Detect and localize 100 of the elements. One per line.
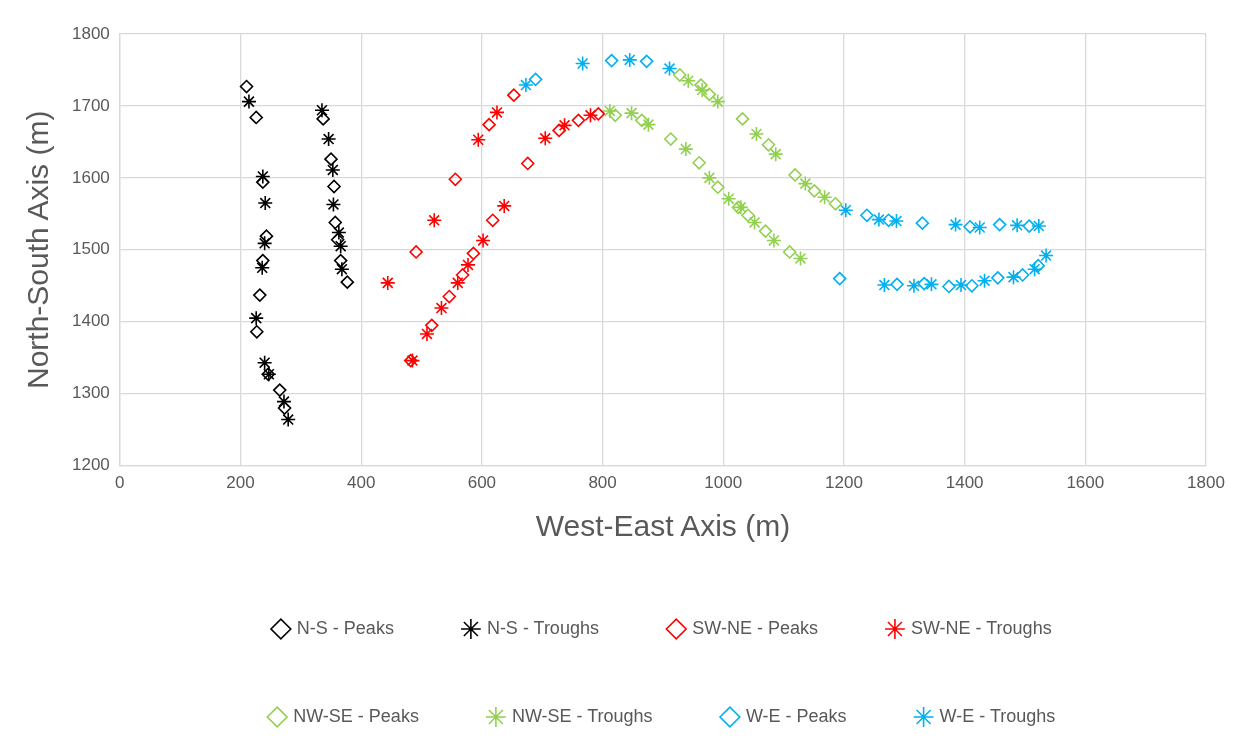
point [485,213,500,228]
y-tick-label: 1300 [71,383,110,403]
point [253,288,267,302]
point [639,54,654,69]
point [496,198,513,214]
point [256,253,270,268]
point [963,219,977,234]
point [604,53,619,68]
point [758,224,773,238]
point [556,117,573,134]
point [259,229,274,243]
point [761,137,776,152]
point [331,224,347,241]
point [256,354,273,371]
point [881,213,896,228]
point [640,116,657,133]
legend-label: N-S - Peaks [296,617,394,638]
point [837,202,854,219]
point [272,383,287,397]
point [518,77,534,93]
point [277,401,292,415]
point [702,87,717,102]
point [1009,217,1025,234]
point [735,112,750,126]
y-tick-label: 1700 [71,95,110,115]
point [992,217,1007,232]
point [475,232,491,249]
point [971,219,988,236]
point [466,246,481,261]
point [340,275,355,289]
point [256,175,270,189]
point [257,195,274,211]
point [280,411,296,428]
point [953,277,969,293]
point [663,132,678,146]
y-tick-label: 1600 [71,167,110,187]
point [250,325,264,339]
point [327,179,341,194]
legend-label: NW-SE - Peaks [293,705,419,726]
point [797,175,814,192]
point [906,277,922,294]
point [1015,268,1030,282]
y-tick-label: 1500 [71,239,110,259]
y-tick-label: 1200 [71,455,110,475]
legend-label: W-E - Troughs [939,705,1056,726]
point [692,155,706,170]
point [433,300,450,316]
point [965,278,979,293]
point [241,93,257,110]
point [591,107,606,121]
point [792,250,809,267]
point [470,131,487,148]
point [917,276,931,291]
point [552,123,566,138]
point [1031,258,1046,273]
point [442,289,457,304]
point [330,232,345,247]
point [701,170,718,186]
point [424,318,439,333]
point [489,104,505,121]
point [571,113,586,128]
point [602,103,618,119]
point [248,310,264,326]
point [316,112,330,126]
point [678,141,694,157]
point [520,156,535,171]
point [239,79,254,94]
point [1038,247,1054,264]
x-tick-label: 1600 [1066,473,1105,493]
point [634,113,649,128]
point [832,271,847,286]
point [324,152,338,166]
point [460,257,476,273]
x-tick-label: 0 [115,473,125,493]
point [741,208,755,223]
point [788,168,802,182]
point [767,146,784,162]
x-tick-label: 1400 [945,473,984,493]
legend-label: N-S - Troughs [486,617,599,638]
legend-label: NW-SE - Troughs [511,705,653,726]
point [807,184,822,198]
point [991,271,1005,285]
point [1022,219,1036,233]
x-tick-label: 1800 [1187,473,1225,493]
y-tick-label: 1800 [71,23,110,43]
point [947,216,964,233]
point [325,162,341,178]
point [623,105,640,121]
point [621,52,638,68]
point [828,196,843,211]
point [328,215,343,230]
point [419,326,435,342]
point [694,82,710,98]
point [608,108,623,123]
point [766,232,782,249]
point [276,393,292,410]
y-tick-label: 1400 [71,311,110,331]
x-tick-label: 1200 [825,473,863,493]
point [249,110,263,125]
point [255,168,271,185]
